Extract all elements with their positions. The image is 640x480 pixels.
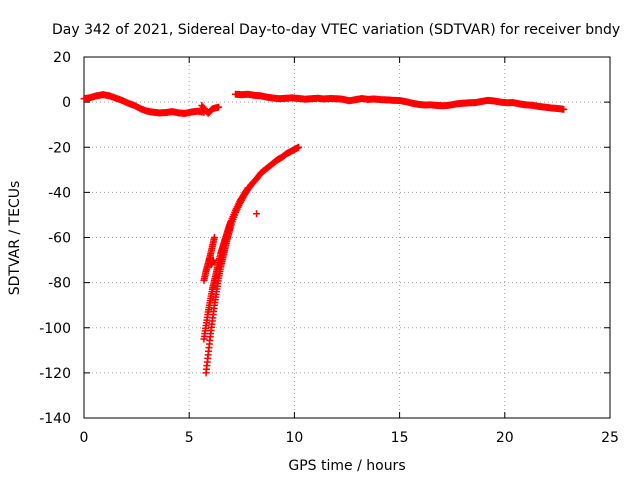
tick-layer: 0 5 10 15 20 25 -140 -120 -100 -80 -60 -40 -20 0 20 [39,50,619,446]
data-layer [80,90,568,377]
x-tick-label: 20 [496,430,514,446]
data-point [253,210,261,218]
y-tick-label: -120 [39,366,71,382]
x-axis-label: GPS time / hours [288,458,405,474]
y-tick-label: 20 [53,50,71,66]
x-tick-label: 25 [601,430,619,446]
x-tick-label: 10 [285,430,303,446]
data-point [210,234,218,241]
x-tick-label: 5 [185,430,194,446]
data-point [209,256,217,264]
y-tick-label: -60 [48,231,71,247]
y-tick-label: -20 [48,140,71,156]
data-point [244,184,252,192]
grid-layer [84,57,610,418]
y-tick-label: -100 [39,321,71,337]
data-point [560,105,568,113]
data-point [243,185,251,193]
plot-frame [83,56,611,419]
x-tick-label: 15 [391,430,409,446]
data-point [215,103,223,111]
y-tick-label: -80 [48,276,71,292]
chart-title: Day 342 of 2021, Sidereal Day-to-day VTE… [52,22,620,38]
data-point [295,143,303,151]
y-axis-label: SDTVAR / TECUs [7,181,23,296]
y-tick-label: 0 [62,95,71,111]
x-tick-label: 0 [80,430,89,446]
y-tick-label: -140 [39,411,71,427]
y-tick-label: -40 [48,185,71,201]
